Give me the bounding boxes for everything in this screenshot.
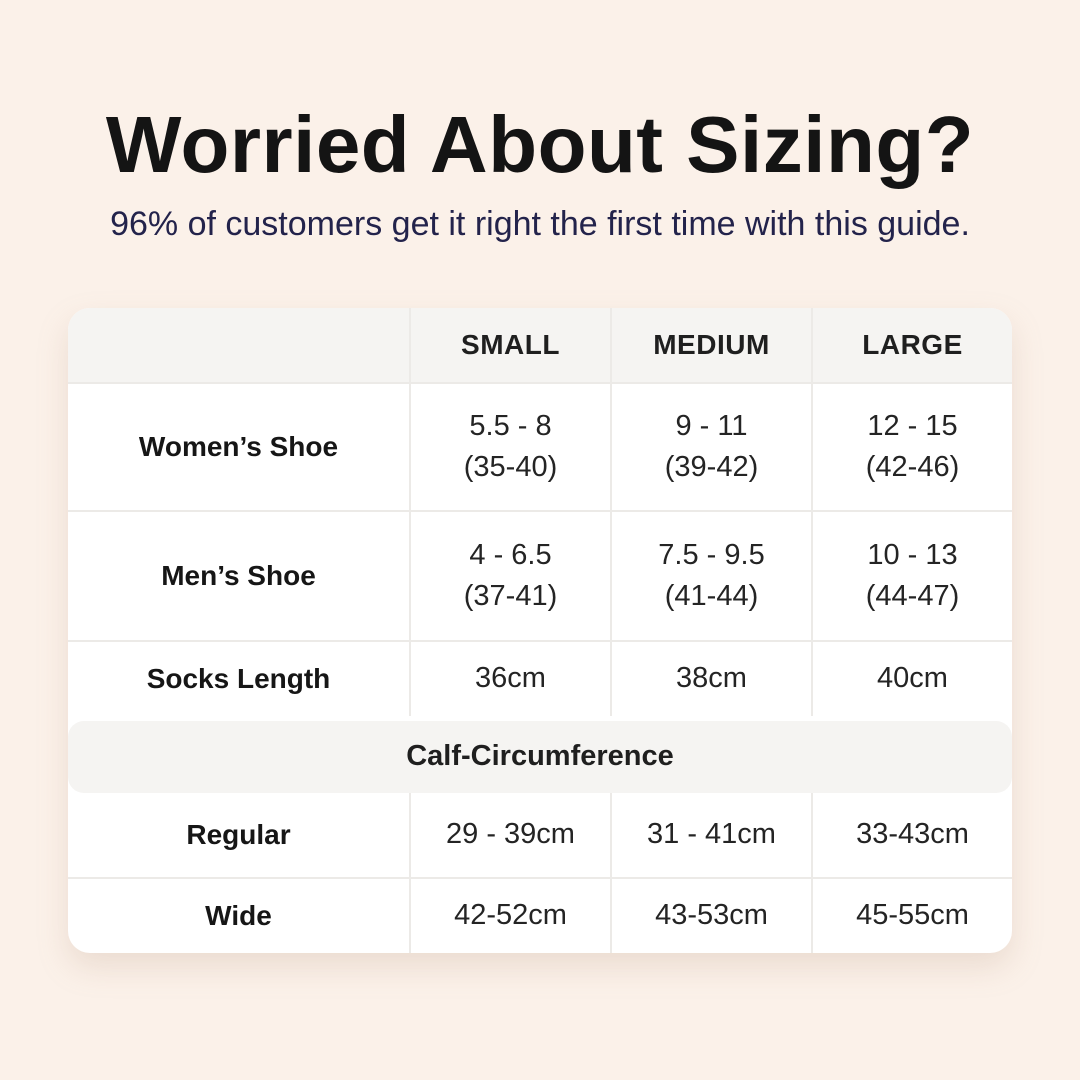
header-cell-large: LARGE: [811, 307, 1012, 382]
cell-socks-length-small: 36cm: [409, 641, 610, 716]
cell-value-line: (39-42): [664, 450, 759, 483]
cell-regular-medium: 31 - 41cm: [610, 792, 811, 877]
cell-wide-large: 45-55cm: [811, 878, 1012, 953]
table-row-socks-length: Socks Length 36cm 38cm 40cm: [68, 639, 1012, 716]
cell-regular-small: 29 - 39cm: [409, 792, 610, 877]
row-label-womens-shoe: Women’s Shoe: [138, 430, 339, 462]
header-cell-small: SMALL: [409, 307, 610, 382]
table-header-row: SMALL MEDIUM LARGE: [68, 307, 1012, 384]
cell-womens-shoe-medium: 9 - 11 (39-42): [610, 383, 811, 510]
cell-value-line: 38cm: [676, 662, 747, 695]
cell-value-line: 12 - 15: [867, 409, 958, 442]
page-title: Worried About Sizing?: [105, 100, 975, 189]
cell-value-line: 29 - 39cm: [446, 818, 575, 851]
header-cell-blank: [68, 308, 409, 382]
cell-value-line: 9 - 11: [675, 409, 748, 442]
cell-value-line: 45-55cm: [856, 899, 969, 932]
section-header-label: Calf-Circumference: [406, 740, 674, 773]
cell-value-line: (37-41): [463, 579, 558, 612]
cell-wide-medium: 43-53cm: [610, 878, 811, 953]
cell-value-line: 7.5 - 9.5: [658, 538, 765, 571]
cell-socks-length-large: 40cm: [811, 641, 1012, 716]
cell-socks-length-medium: 38cm: [610, 641, 811, 716]
cell-value-line: 5.5 - 8: [469, 409, 552, 442]
row-label-wide: Wide: [205, 899, 272, 931]
cell-value-line: (42-46): [865, 450, 960, 483]
cell-value-line: 36cm: [475, 662, 546, 695]
row-label-mens-shoe: Men’s Shoe: [161, 559, 316, 591]
row-label-socks-length: Socks Length: [146, 662, 331, 694]
cell-value-line: 40cm: [877, 662, 948, 695]
header-cell-medium: MEDIUM: [610, 307, 811, 382]
size-table: SMALL MEDIUM LARGE Women’s Shoe 5.5 - 8 …: [68, 307, 1012, 953]
cell-value-line: 31 - 41cm: [647, 818, 776, 851]
cell-value-line: 42-52cm: [454, 899, 567, 932]
table-row-womens-shoe: Women’s Shoe 5.5 - 8 (35-40) 9 - 11 (39-…: [68, 383, 1012, 510]
cell-value-line: 33-43cm: [856, 818, 969, 851]
cell-mens-shoe-large: 10 - 13 (44-47): [811, 511, 1012, 640]
cell-value-line: (41-44): [664, 579, 759, 612]
page-subtitle: 96% of customers get it right the first …: [110, 204, 970, 243]
table-row-regular: Regular 29 - 39cm 31 - 41cm 33-43cm: [68, 792, 1012, 877]
cell-mens-shoe-medium: 7.5 - 9.5 (41-44): [610, 511, 811, 640]
table-row-wide: Wide 42-52cm 43-53cm 45-55cm: [68, 876, 1012, 953]
cell-womens-shoe-small: 5.5 - 8 (35-40): [409, 383, 610, 510]
cell-value-line: 43-53cm: [655, 899, 768, 932]
section-header-calf-circumference: Calf-Circumference: [68, 720, 1012, 793]
cell-mens-shoe-small: 4 - 6.5 (37-41): [409, 511, 610, 640]
cell-regular-large: 33-43cm: [811, 792, 1012, 877]
cell-value-line: 4 - 6.5: [469, 538, 552, 571]
section-band-wrap: Calf-Circumference: [68, 715, 1012, 793]
row-label-regular: Regular: [186, 818, 291, 850]
cell-wide-small: 42-52cm: [409, 878, 610, 953]
cell-value-line: 10 - 13: [867, 538, 958, 571]
cell-value-line: (35-40): [463, 450, 558, 483]
cell-value-line: (44-47): [865, 579, 960, 612]
cell-womens-shoe-large: 12 - 15 (42-46): [811, 383, 1012, 510]
table-row-mens-shoe: Men’s Shoe 4 - 6.5 (37-41) 7.5 - 9.5 (41…: [68, 509, 1012, 640]
